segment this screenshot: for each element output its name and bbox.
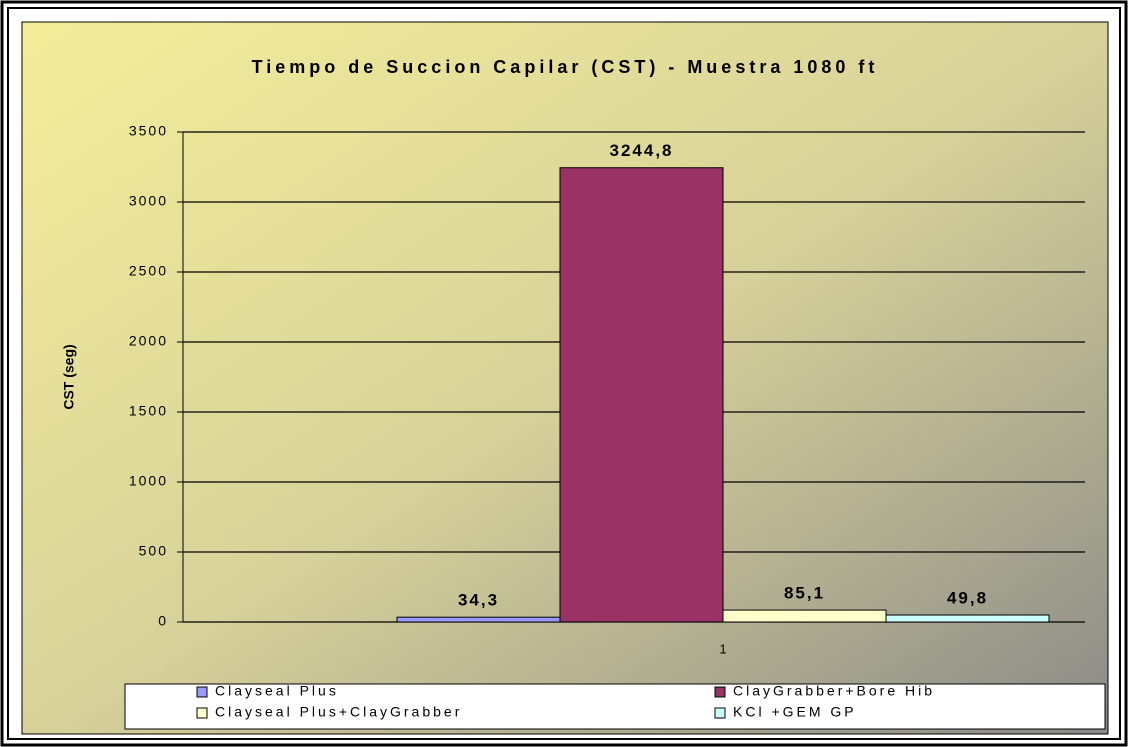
bar xyxy=(722,609,887,623)
y-tick-label: 3500 xyxy=(129,123,168,139)
y-tick-label: 1000 xyxy=(129,473,168,489)
bar xyxy=(885,614,1050,623)
y-tick-label: 0 xyxy=(158,613,168,629)
y-tick-label: 500 xyxy=(139,543,168,559)
legend-swatch xyxy=(714,707,726,719)
bar xyxy=(396,616,561,623)
y-axis-label: CST (seg) xyxy=(61,344,77,409)
legend-swatch xyxy=(196,707,208,719)
chart-title: Tiempo de Succion Capilar (CST) - Muestr… xyxy=(252,57,879,77)
value-label: 34,3 xyxy=(458,591,499,610)
y-tick-label: 2000 xyxy=(129,333,168,349)
value-label: 3244,8 xyxy=(610,141,674,160)
legend-label: Clayseal Plus xyxy=(215,683,339,699)
y-tick-label: 2500 xyxy=(129,263,168,279)
legend-label: KCl +GEM GP xyxy=(733,704,857,720)
x-tick-label: 1 xyxy=(719,641,726,656)
bar xyxy=(559,167,724,623)
legend-swatch xyxy=(196,686,208,698)
legend-label: Clayseal Plus+ClayGrabber xyxy=(215,704,462,720)
legend-swatch xyxy=(714,686,726,698)
legend-label: ClayGrabber+Bore Hib xyxy=(733,683,935,699)
y-tick-label: 1500 xyxy=(129,403,168,419)
legend xyxy=(124,683,1106,730)
value-label: 49,8 xyxy=(947,589,988,608)
y-tick-label: 3000 xyxy=(129,193,168,209)
value-label: 85,1 xyxy=(784,584,825,603)
